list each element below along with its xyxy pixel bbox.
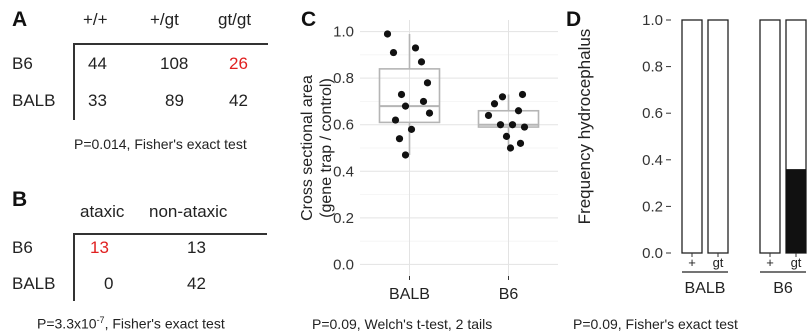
cell-a-balb-3: 42: [229, 91, 248, 110]
data-point: [496, 121, 505, 129]
data-point: [401, 102, 410, 110]
table-a-vrule: [73, 43, 75, 120]
bar-total: [707, 19, 729, 254]
chart-d-barplot: Frequency hydrocephalus 0.0 0.2 0.4 0.6 0.8 1.…: [575, 12, 807, 297]
data-point: [411, 44, 420, 52]
x-tick-label: +: [688, 255, 696, 270]
y-tick-label: 0.6: [333, 117, 354, 134]
table-a-rule: [73, 43, 268, 45]
x-tick-label: gt: [713, 255, 724, 270]
y-tick-label: 0.2: [333, 210, 354, 227]
caption-c: P=0.09, Welch's t-test, 2 tails: [312, 316, 493, 332]
col-header-non-ataxic: non-ataxic: [149, 202, 228, 221]
caption-b-exponent: -7: [96, 315, 105, 325]
bar-hydrocephalus: [786, 169, 806, 253]
col-header-1: +/+: [83, 10, 108, 29]
cell-a-balb-1: 33: [88, 91, 107, 110]
bar-total: [681, 19, 703, 254]
y-tick-label: 0.8: [642, 59, 663, 76]
y-axis-label-line: (gene trap / control): [318, 78, 335, 218]
data-point: [401, 151, 410, 159]
table-b-rule: [73, 233, 267, 235]
cell-b-b6-1: 13: [90, 238, 109, 257]
col-header-ataxic: ataxic: [80, 202, 125, 221]
data-point: [506, 144, 515, 152]
data-point: [391, 116, 400, 124]
bar-total: [759, 19, 781, 254]
panel-b: B ataxic non-ataxic B6 13 13 BALB 0 42 P…: [0, 188, 290, 335]
row-label-b6: B6: [12, 54, 33, 73]
panel-label-d: D: [566, 8, 582, 31]
box-iqr: [477, 109, 540, 128]
row-label-balb: BALB: [12, 91, 56, 110]
x-tick-label: +: [766, 255, 774, 270]
cell-a-b6-3: 26: [229, 54, 248, 73]
y-axis-label-line: Cross sectional area: [299, 75, 316, 221]
x-tick-label: gt: [791, 255, 802, 270]
data-point: [520, 123, 529, 131]
data-point: [407, 125, 416, 133]
cell-b-balb-2: 42: [187, 274, 206, 293]
caption-b: P=3.3x10-7, Fisher's exact test: [37, 315, 225, 332]
data-point: [498, 93, 507, 101]
y-tick-label: 1.0: [333, 24, 354, 41]
panel-a: A +/+ +/gt gt/gt B6 44 108 26 BALB 33 89…: [0, 0, 290, 165]
panel-label-a: A: [12, 8, 28, 31]
cell-b-b6-2: 13: [187, 238, 206, 257]
panel-c: C 0.0 0.2 0.4 0.6 0.8 1.0 Cross sectional area…: [290, 0, 560, 335]
caption-b-pre: P=3.3x10: [37, 315, 97, 332]
col-header-2: +/gt: [150, 10, 179, 29]
y-axis-label: Cross sectional area (gene trap / control…: [299, 75, 335, 221]
caption-b-post: , Fisher's exact test: [104, 315, 225, 332]
data-point: [417, 58, 426, 66]
data-point: [502, 132, 511, 140]
caption-d: P=0.09, Fisher's exact test: [573, 316, 738, 332]
data-point: [423, 79, 432, 87]
y-axis-label: Frequency hydrocephalus: [575, 29, 594, 225]
data-point: [516, 139, 525, 147]
data-point: [490, 100, 499, 108]
y-tick-label: 0.4: [333, 163, 354, 180]
cell-a-b6-1: 44: [88, 54, 107, 73]
data-point: [514, 107, 523, 115]
group-label: B6: [773, 280, 793, 297]
y-tick-label: 0.6: [642, 105, 663, 122]
group-label: BALB: [685, 280, 726, 297]
data-point: [484, 111, 493, 120]
table-b-vrule: [73, 233, 75, 301]
panel-label-b: B: [12, 188, 28, 211]
box-iqr: [378, 68, 441, 124]
chart-c-boxplot: 0.0 0.2 0.4 0.6 0.8 1.0 Cross sectional area (g…: [299, 20, 558, 303]
data-point: [383, 30, 392, 38]
panel-label-c: C: [301, 8, 317, 31]
data-point: [508, 121, 517, 129]
data-point: [419, 97, 428, 106]
cell-a-b6-2: 108: [160, 54, 189, 73]
caption-a: P=0.014, Fisher's exact test: [74, 136, 247, 152]
row-label-balb: BALB: [12, 274, 56, 293]
data-point: [425, 109, 434, 117]
y-tick-label: 0.8: [333, 70, 354, 87]
data-point: [389, 48, 398, 57]
col-header-3: gt/gt: [218, 10, 252, 29]
row-label-b6: B6: [12, 238, 33, 257]
x-tick-label: BALB: [389, 286, 430, 303]
y-tick-label: 0.0: [333, 256, 354, 273]
cell-a-balb-2: 89: [165, 91, 184, 110]
panel-d: D Frequency hydrocephalus 0.0 0.2 0.4 0.6 0.8…: [560, 0, 811, 335]
x-tick-label: B6: [499, 286, 519, 303]
data-point: [395, 135, 404, 143]
y-tick-label: 0.2: [642, 198, 663, 215]
data-point: [518, 90, 527, 99]
cell-b-balb-1: 0: [104, 274, 114, 293]
y-tick-label: 1.0: [642, 12, 663, 29]
y-tick-label: 0.0: [642, 245, 663, 262]
data-point: [397, 90, 406, 99]
y-tick-label: 0.4: [642, 152, 663, 169]
